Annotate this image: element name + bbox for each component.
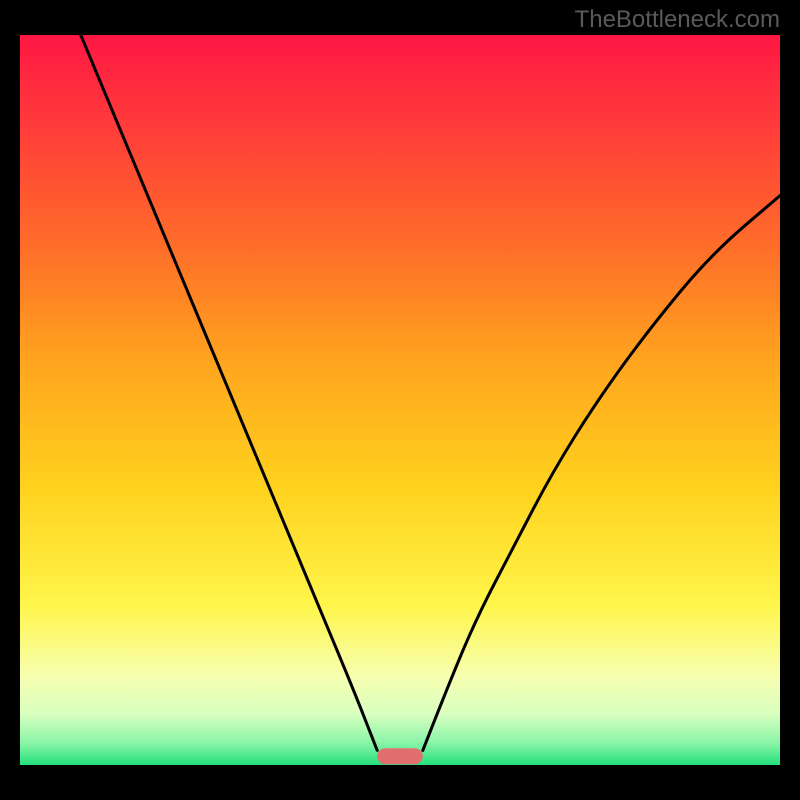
plot-area — [20, 35, 780, 765]
gradient-background — [20, 35, 780, 765]
watermark-text: TheBottleneck.com — [575, 6, 780, 34]
chart-frame: TheBottleneck.com — [0, 0, 800, 800]
optimum-marker — [377, 748, 423, 764]
chart-svg — [20, 35, 780, 765]
